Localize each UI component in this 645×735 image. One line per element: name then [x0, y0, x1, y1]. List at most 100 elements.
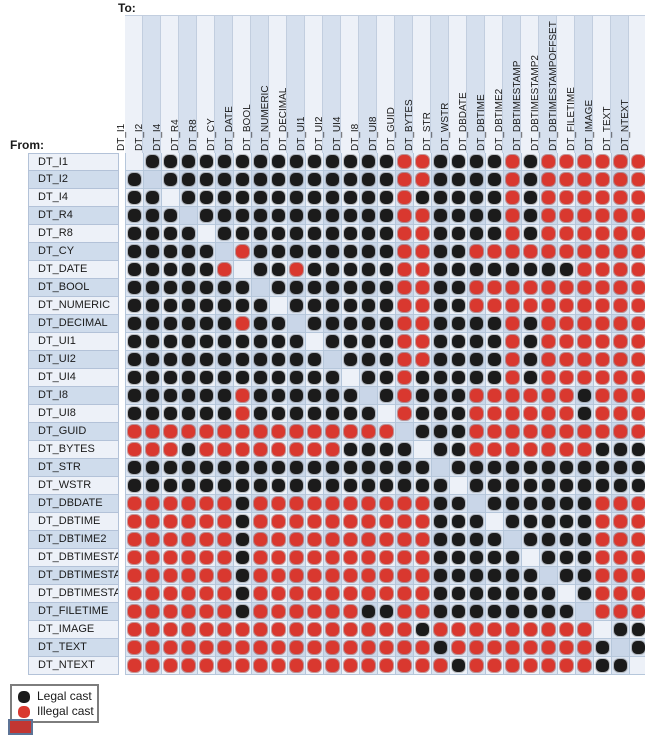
cell-DT_DBTIMESTAMP-to-DT_R8 [198, 549, 216, 567]
cell-DT_CY-to-DT_DATE [234, 243, 252, 261]
illegal-cast-dot [524, 659, 537, 672]
cell-DT_DBTIMESTAMP-to-DT_UI2 [324, 549, 342, 567]
cell-DT_DBTIMESTAMP2-to-DT_GUID [396, 567, 414, 585]
cell-DT_DBTIMESTAMP2-to-DT_UI2 [324, 567, 342, 585]
illegal-cast-dot [416, 173, 429, 186]
cell-DT_NUMERIC-to-DT_DBDATE [468, 297, 486, 315]
col-header-DT_DECIMAL: DT_DECIMAL [278, 16, 305, 154]
illegal-cast-dot [416, 551, 429, 564]
illegal-cast-dot [506, 317, 519, 330]
cell-DT_UI8-to-DT_CY [216, 405, 234, 423]
illegal-cast-dot [614, 245, 627, 258]
cell-DT_DBTIME-to-DT_DBTIME2 [504, 513, 522, 531]
col-header-DT_BOOL: DT_BOOL [242, 16, 269, 154]
cell-DT_DATE-to-DT_STR [432, 261, 450, 279]
cell-DT_WSTR-to-DT_WSTR [450, 477, 468, 495]
cell-DT_DBTIMESTAMPOFFSET-to-DT_UI2 [324, 585, 342, 603]
cell-DT_R4-to-DT_DBTIME2 [504, 207, 522, 225]
legal-cast-dot [128, 389, 141, 402]
legal-cast-dot [272, 407, 285, 420]
cell-DT_DBDATE-to-DT_NTEXT [630, 495, 645, 513]
cell-DT_WSTR-to-DT_UI8 [378, 477, 396, 495]
cell-DT_BYTES-to-DT_R4 [180, 441, 198, 459]
cell-DT_NTEXT-to-DT_R4 [180, 657, 198, 675]
cell-DT_DBTIMESTAMP2-to-DT_UI4 [342, 567, 360, 585]
cell-DT_R4-to-DT_BYTES [414, 207, 432, 225]
illegal-cast-dot [362, 551, 375, 564]
legal-cast-dot [254, 245, 267, 258]
col-header-label: DT_R4 [170, 119, 181, 151]
col-header-label: DT_BOOL [242, 104, 253, 151]
legal-cast-dot [452, 587, 465, 600]
cell-DT_FILETIME-to-DT_DECIMAL [288, 603, 306, 621]
cell-DT_NTEXT-to-DT_I8 [360, 657, 378, 675]
cell-DT_DBDATE-to-DT_BOOL [252, 495, 270, 513]
illegal-cast-dot [506, 155, 519, 168]
cell-DT_DATE-to-DT_TEXT [612, 261, 630, 279]
legal-cast-dot [434, 191, 447, 204]
illegal-cast-dot [614, 551, 627, 564]
cell-DT_DBTIME-to-DT_DBDATE [468, 513, 486, 531]
illegal-cast-dot [560, 299, 573, 312]
legal-cast-dot [524, 173, 537, 186]
cell-DT_NTEXT-to-DT_I4 [162, 657, 180, 675]
cell-DT_UI1-to-DT_TEXT [612, 333, 630, 351]
legal-cast-dot [524, 371, 537, 384]
illegal-cast-dot [344, 569, 357, 582]
col-header-label: DT_TEXT [602, 106, 613, 151]
cell-DT_R8-to-DT_DBTIMESTAMP2 [540, 225, 558, 243]
cell-DT_TEXT-to-DT_I2 [144, 639, 162, 657]
cell-DT_R4-to-DT_UI8 [378, 207, 396, 225]
cell-DT_I1-to-DT_NTEXT [630, 153, 645, 171]
illegal-cast-dot [398, 263, 411, 276]
legal-cast-dot [452, 389, 465, 402]
cell-DT_WSTR-to-DT_GUID [396, 477, 414, 495]
cell-DT_BOOL-to-DT_STR [432, 279, 450, 297]
cell-DT_UI1-to-DT_CY [216, 333, 234, 351]
illegal-cast-dot [272, 605, 285, 618]
legal-cast-dot [308, 191, 321, 204]
illegal-cast-dot [614, 209, 627, 222]
cell-DT_DBTIME2-to-DT_R8 [198, 531, 216, 549]
illegal-cast-dot [254, 551, 267, 564]
cell-DT_DBTIME-to-DT_NUMERIC [270, 513, 288, 531]
legal-cast-dot [416, 479, 429, 492]
illegal-cast-dot [200, 443, 213, 456]
cell-DT_UI8-to-DT_BOOL [252, 405, 270, 423]
illegal-cast-dot [326, 551, 339, 564]
cell-DT_GUID-to-DT_UI8 [378, 423, 396, 441]
cell-DT_UI8-to-DT_NTEXT [630, 405, 645, 423]
illegal-cast-dot [542, 209, 555, 222]
cell-DT_STR-to-DT_DBDATE [468, 459, 486, 477]
illegal-cast-dot [470, 623, 483, 636]
legal-cast-dot [344, 389, 357, 402]
cell-DT_R4-to-DT_DECIMAL [288, 207, 306, 225]
cell-DT_TEXT-to-DT_WSTR [450, 639, 468, 657]
legal-cast-dot [452, 317, 465, 330]
cell-DT_CY-to-DT_I4 [162, 243, 180, 261]
legal-cast-dot [128, 245, 141, 258]
legal-cast-dot [506, 263, 519, 276]
illegal-cast-dot [236, 245, 249, 258]
illegal-cast-dot [308, 515, 321, 528]
cell-DT_NTEXT-to-DT_DBTIMESTAMP2 [540, 657, 558, 675]
cell-DT_R8-to-DT_I4 [162, 225, 180, 243]
illegal-cast-dot [398, 335, 411, 348]
cell-DT_DATE-to-DT_NTEXT [630, 261, 645, 279]
cell-DT_UI1-to-DT_UI4 [342, 333, 360, 351]
illegal-cast-dot [290, 569, 303, 582]
illegal-cast-dot [452, 641, 465, 654]
cell-DT_UI1-to-DT_IMAGE [594, 333, 612, 351]
illegal-cast-dot [632, 299, 645, 312]
cell-DT_IMAGE-to-DT_R4 [180, 621, 198, 639]
legal-cast-dot [128, 263, 141, 276]
cell-DT_IMAGE-to-DT_STR [432, 621, 450, 639]
illegal-cast-dot [524, 407, 537, 420]
illegal-cast-dot [254, 587, 267, 600]
legal-cast-dot [434, 605, 447, 618]
cell-DT_STR-to-DT_STR [432, 459, 450, 477]
legal-cast-dot [362, 371, 375, 384]
cell-DT_CY-to-DT_UI2 [324, 243, 342, 261]
cell-DT_UI8-to-DT_UI8 [378, 405, 396, 423]
cell-DT_DATE-to-DT_CY [216, 261, 234, 279]
